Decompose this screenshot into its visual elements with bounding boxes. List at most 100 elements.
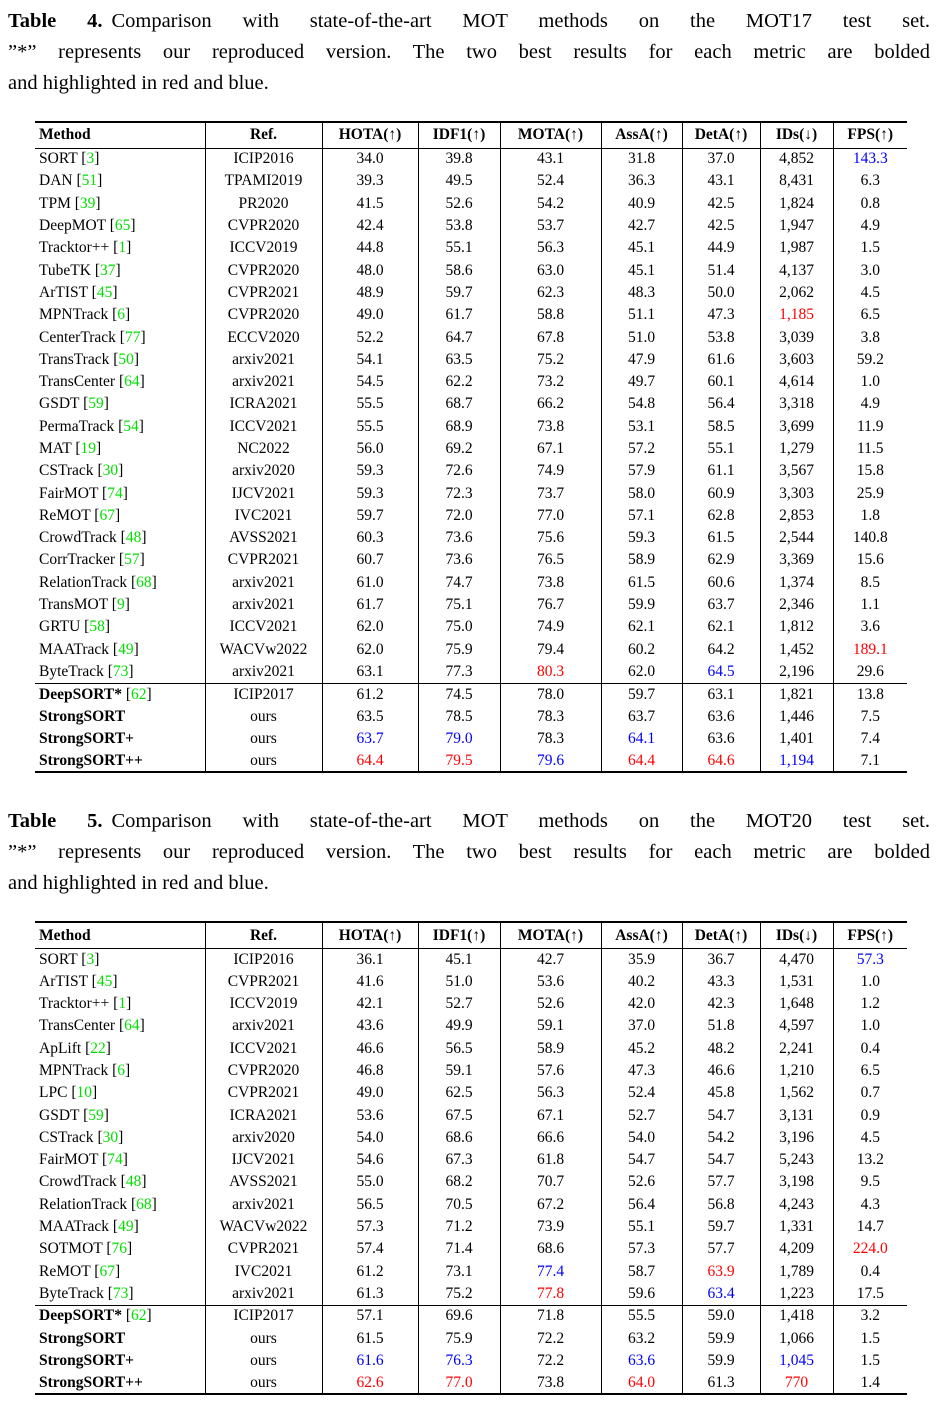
citation-link[interactable]: 77 bbox=[124, 328, 141, 346]
metric-cell: 53.1 bbox=[600, 415, 682, 438]
method-cell: SOTMOT [76] bbox=[39, 1240, 133, 1258]
citation-link[interactable]: 73 bbox=[112, 1284, 129, 1302]
ref-cell: WACVw2022 bbox=[204, 638, 322, 661]
citation-link[interactable]: 19 bbox=[80, 440, 97, 457]
citation-link[interactable]: 50 bbox=[118, 350, 134, 368]
citation-link[interactable]: 6 bbox=[117, 1061, 125, 1079]
method-cell: SORT [3] bbox=[39, 950, 100, 968]
table-row: CorrTracker [57] CVPR2021 60.7 73.6 76.5 58.9… bbox=[35, 549, 907, 572]
method-cell: StrongSORT bbox=[35, 1327, 205, 1349]
metric-cell: 59.9 bbox=[681, 1349, 760, 1372]
metric-cell: 3,039 bbox=[759, 326, 833, 349]
metric-cell: 4,852 bbox=[759, 148, 833, 171]
citation-link[interactable]: 62 bbox=[131, 685, 147, 703]
metric-cell: 62.5 bbox=[417, 1082, 500, 1105]
citation-link[interactable]: 64 bbox=[124, 373, 140, 391]
citation-link[interactable]: 1 bbox=[118, 995, 127, 1013]
metric-cell: 59.7 bbox=[321, 504, 418, 528]
citation-link[interactable]: 59 bbox=[88, 1106, 104, 1124]
metric-cell: 67.2 bbox=[499, 1193, 601, 1216]
metric-cell: 4,243 bbox=[759, 1193, 833, 1216]
citation-link[interactable]: 48 bbox=[125, 529, 142, 547]
column-header-deta: DetA(↑) bbox=[681, 122, 760, 149]
metric-cell: 57.4 bbox=[321, 1238, 418, 1261]
metric-cell: 76.7 bbox=[499, 593, 601, 617]
table-row: StrongSORT++ ours 62.6 77.0 73.8 64.0 61.3 770 1… bbox=[35, 1371, 907, 1395]
citation-link[interactable]: 64 bbox=[124, 1017, 140, 1035]
metric-cell: 48.3 bbox=[600, 281, 682, 305]
method-name: ByteTrack bbox=[39, 1284, 104, 1302]
method-cell: ReMOT [67] bbox=[39, 506, 121, 524]
citation-link[interactable]: 37 bbox=[100, 261, 116, 279]
metric-cell: 34.0 bbox=[321, 148, 418, 171]
table-row: MPNTrack [6] CVPR2020 46.8 59.1 57.6 47.3 46.6… bbox=[35, 1059, 907, 1083]
citation-link[interactable]: 67 bbox=[99, 1262, 115, 1280]
citation-link[interactable]: 1 bbox=[118, 239, 127, 257]
citation-link[interactable]: 51 bbox=[81, 172, 98, 190]
metric-cell: 57.9 bbox=[600, 460, 682, 483]
citation-link[interactable]: 54 bbox=[123, 417, 139, 435]
ref-cell: ECCV2020 bbox=[204, 326, 322, 349]
citation-link[interactable]: 10 bbox=[76, 1084, 92, 1102]
metric-cell: 4.3 bbox=[832, 1193, 907, 1216]
method-name: CSTrack bbox=[39, 462, 94, 480]
caption-text: Comparison with state-of-the-art MOT met… bbox=[111, 810, 930, 833]
metric-cell: 46.6 bbox=[681, 1059, 760, 1083]
metric-cell: 64.5 bbox=[681, 660, 760, 684]
metric-cell: 79.6 bbox=[499, 750, 601, 773]
citation-link[interactable]: 6 bbox=[117, 306, 125, 324]
metric-cell: 74.7 bbox=[417, 571, 500, 594]
citation-link[interactable]: 30 bbox=[102, 462, 119, 480]
citation-link[interactable]: 67 bbox=[99, 506, 115, 524]
metric-cell: 15.6 bbox=[832, 549, 907, 572]
metric-cell: 78.0 bbox=[499, 682, 601, 706]
metric-cell: 52.6 bbox=[600, 1171, 682, 1194]
citation-link[interactable]: 49 bbox=[118, 1218, 134, 1236]
table-row: TransTrack [50] arxiv2021 54.1 63.5 75.2 47.9… bbox=[35, 348, 907, 371]
column-header-mota: MOTA(↑) bbox=[499, 122, 601, 149]
metric-cell: 37.0 bbox=[681, 148, 760, 171]
citation-link[interactable]: 58 bbox=[89, 618, 105, 636]
citation-link[interactable]: 59 bbox=[88, 395, 104, 413]
ref-cell: CVPR2020 bbox=[204, 304, 322, 327]
metric-cell: 6.3 bbox=[832, 170, 907, 193]
method-cell: LPC [10] bbox=[39, 1084, 98, 1102]
citation-link[interactable]: 74 bbox=[107, 1151, 123, 1169]
citation-link[interactable]: 39 bbox=[79, 194, 96, 212]
citation-link[interactable]: 76 bbox=[111, 1240, 128, 1258]
citation-link[interactable]: 22 bbox=[90, 1039, 106, 1057]
metric-cell: 4.9 bbox=[832, 214, 907, 238]
ref-cell: ICIP2016 bbox=[204, 148, 322, 171]
metric-cell: 59.9 bbox=[681, 1327, 760, 1350]
citation-link[interactable]: 74 bbox=[107, 484, 123, 502]
citation-link[interactable]: 49 bbox=[118, 640, 134, 658]
citation-link[interactable]: 57 bbox=[124, 551, 140, 569]
citation-link[interactable]: 65 bbox=[114, 217, 131, 235]
citation-link[interactable]: 68 bbox=[136, 1195, 152, 1213]
ref-cell: ICCV2019 bbox=[204, 237, 322, 260]
method-cell: ByteTrack [73] bbox=[39, 1284, 134, 1302]
citation-link[interactable]: 68 bbox=[136, 573, 152, 591]
method-name: GSDT bbox=[39, 395, 80, 413]
citation-link[interactable]: 45 bbox=[96, 972, 113, 990]
citation-link[interactable]: 9 bbox=[116, 596, 125, 614]
metric-cell: 39.3 bbox=[321, 170, 418, 193]
table4-caption: Table 4. Comparison with state-of-the-art… bbox=[8, 6, 930, 99]
citation-link[interactable]: 45 bbox=[96, 283, 113, 301]
citation-link[interactable]: 73 bbox=[112, 662, 129, 680]
metric-cell: 43.1 bbox=[681, 170, 760, 193]
metric-cell: 40.2 bbox=[600, 970, 682, 993]
table-row: ArTIST [45] CVPR2021 48.9 59.7 62.3 48.3 50.0 2… bbox=[35, 281, 907, 305]
citation-link[interactable]: 3 bbox=[86, 950, 95, 968]
metric-cell: 61.0 bbox=[321, 571, 418, 594]
citation-link[interactable]: 62 bbox=[131, 1307, 147, 1325]
ref-cell: IJCV2021 bbox=[204, 482, 322, 505]
metric-cell: 3,131 bbox=[759, 1104, 833, 1127]
metric-cell: 58.8 bbox=[499, 304, 601, 327]
table-row: GSDT [59] ICRA2021 53.6 67.5 67.1 52.7 54.7 3,1… bbox=[35, 1104, 907, 1127]
metric-cell: 55.1 bbox=[600, 1215, 682, 1239]
citation-link[interactable]: 30 bbox=[102, 1128, 119, 1146]
metric-cell: 52.6 bbox=[417, 192, 500, 215]
citation-link[interactable]: 48 bbox=[125, 1173, 142, 1191]
citation-link[interactable]: 3 bbox=[86, 150, 95, 168]
